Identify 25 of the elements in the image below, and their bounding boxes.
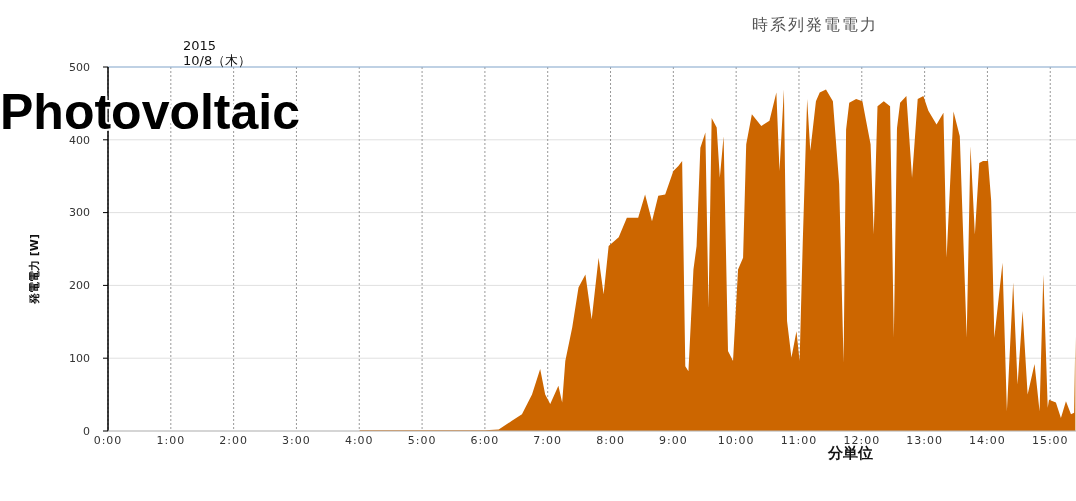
y-tick-label: 500 xyxy=(69,60,90,74)
x-tick-label: 11:00 xyxy=(780,434,818,447)
x-tick-label: 9:00 xyxy=(659,434,688,447)
x-tick-label: 1:00 xyxy=(156,434,186,447)
x-tick-label: 10:00 xyxy=(717,434,755,447)
x-tick-label: 2:00 xyxy=(219,434,248,447)
y-tick-label: 0 xyxy=(83,424,90,438)
x-tick-label: 3:00 xyxy=(282,434,311,447)
x-tick-label: 13:00 xyxy=(906,434,943,447)
x-tick-label: 4:00 xyxy=(344,434,374,447)
y-tick-label: 300 xyxy=(69,206,90,220)
x-tick-label: 8:00 xyxy=(596,434,625,447)
y-axis-title: 発電電力 [W] xyxy=(28,233,41,306)
y-tick-label: 200 xyxy=(69,279,90,293)
x-tick-label: 0:00 xyxy=(93,434,123,447)
x-tick-label: 6:00 xyxy=(470,434,500,447)
x-axis-title: 分単位 xyxy=(826,444,873,462)
chart-title: 時系列発電電力 xyxy=(752,15,878,34)
y-tick-label: 100 xyxy=(69,352,90,366)
x-tick-label: 12:00 xyxy=(843,434,881,447)
annotation: 2015 10/8（木） xyxy=(183,38,252,68)
x-tick-label: 7:00 xyxy=(533,434,563,447)
x-tick-label: 14:00 xyxy=(969,434,1006,447)
x-tick-label: 15:00 xyxy=(1031,434,1069,447)
x-tick-label: 5:00 xyxy=(407,434,437,447)
